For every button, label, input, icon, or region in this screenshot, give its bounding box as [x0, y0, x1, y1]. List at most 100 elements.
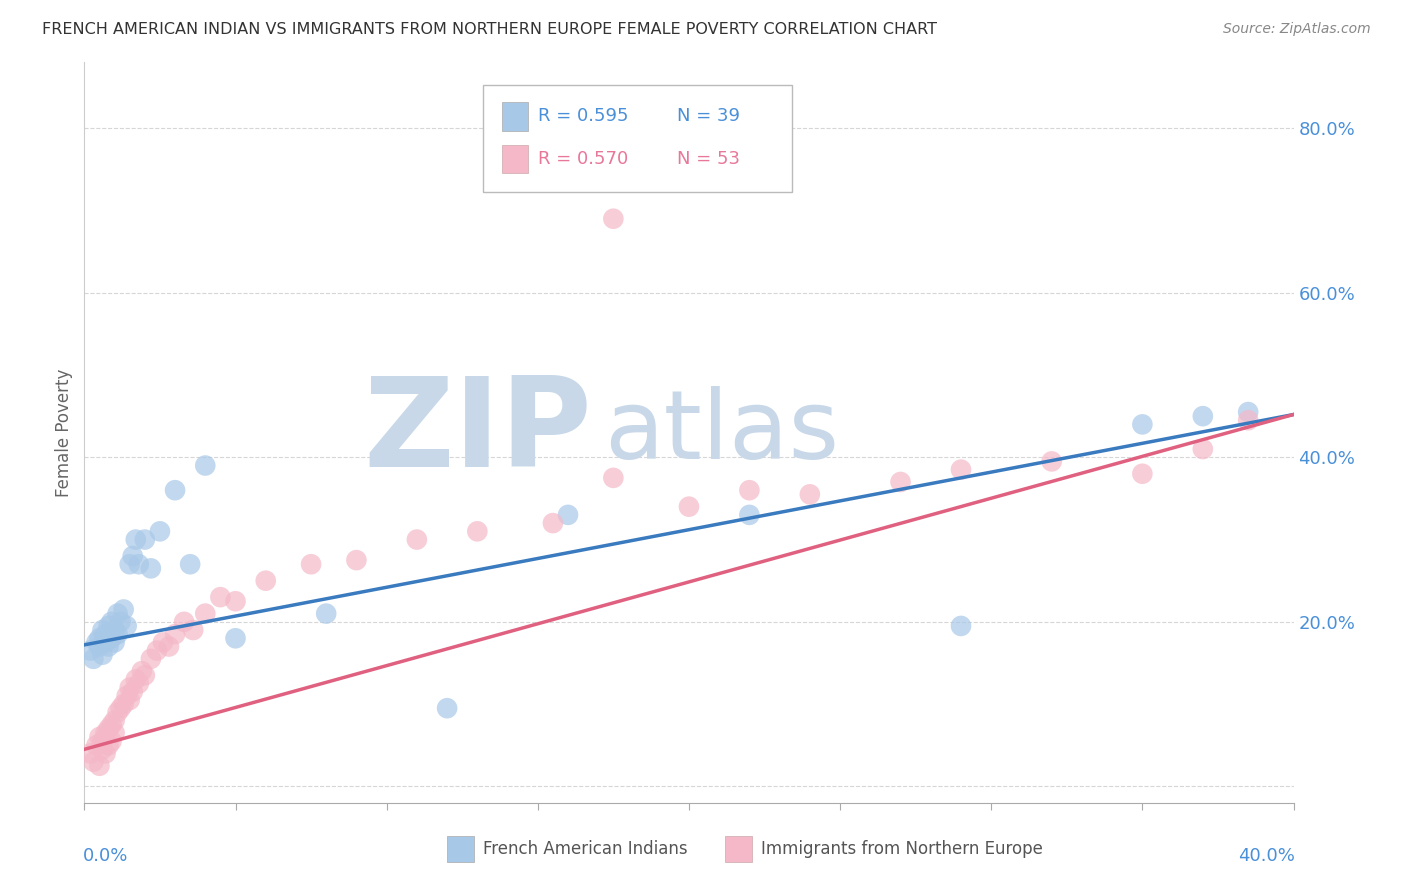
Point: [115, 689, 138, 703]
Point: [110, 701, 132, 715]
Point: [1040, 454, 1063, 468]
Point: [97, 722, 120, 736]
Point: [602, 211, 624, 226]
Point: [225, 594, 247, 608]
Point: [115, 619, 138, 633]
Point: [125, 673, 148, 687]
Point: [346, 553, 368, 567]
Point: [97, 619, 120, 633]
Point: [104, 623, 127, 637]
Point: [82, 652, 104, 666]
Point: [1237, 405, 1260, 419]
Text: atlas: atlas: [605, 386, 839, 479]
Point: [128, 676, 150, 690]
Point: [131, 664, 153, 678]
Point: [112, 697, 135, 711]
Point: [104, 726, 127, 740]
Point: [100, 615, 122, 629]
Text: 0.0%: 0.0%: [83, 847, 128, 865]
Point: [100, 717, 122, 731]
Point: [149, 524, 172, 539]
Point: [209, 590, 232, 604]
Point: [97, 738, 120, 752]
Point: [94, 726, 117, 740]
Text: French American Indians: French American Indians: [484, 839, 688, 858]
Bar: [725, 836, 752, 862]
Point: [100, 632, 122, 646]
Point: [1192, 409, 1215, 424]
Point: [1192, 442, 1215, 456]
Point: [194, 458, 217, 473]
Point: [91, 734, 114, 748]
Point: [950, 462, 973, 476]
Bar: [502, 103, 529, 130]
Point: [100, 734, 122, 748]
Point: [94, 635, 117, 649]
Point: [406, 533, 429, 547]
Point: [82, 755, 104, 769]
Point: [89, 730, 111, 744]
Point: [89, 632, 111, 646]
Point: [602, 471, 624, 485]
Point: [107, 706, 129, 720]
Point: [94, 747, 117, 761]
Point: [146, 643, 169, 657]
Point: [118, 681, 141, 695]
Text: R = 0.570: R = 0.570: [538, 150, 628, 168]
Point: [436, 701, 458, 715]
Point: [254, 574, 277, 588]
Point: [181, 623, 204, 637]
Point: [134, 668, 156, 682]
Point: [128, 558, 150, 572]
Point: [194, 607, 217, 621]
Text: ZIP: ZIP: [364, 372, 592, 493]
Point: [139, 561, 162, 575]
Text: FRENCH AMERICAN INDIAN VS IMMIGRANTS FROM NORTHERN EUROPE FEMALE POVERTY CORRELA: FRENCH AMERICAN INDIAN VS IMMIGRANTS FRO…: [42, 22, 938, 37]
Point: [738, 508, 761, 522]
Point: [121, 685, 143, 699]
Point: [121, 549, 143, 563]
Point: [1237, 413, 1260, 427]
Point: [152, 635, 174, 649]
Point: [97, 640, 120, 654]
Point: [107, 607, 129, 621]
Text: N = 39: N = 39: [676, 108, 740, 126]
Point: [134, 533, 156, 547]
Point: [1130, 467, 1153, 481]
Point: [139, 652, 162, 666]
Point: [467, 524, 489, 539]
Point: [1130, 417, 1153, 432]
Point: [173, 615, 195, 629]
Point: [165, 627, 187, 641]
Bar: [447, 836, 474, 862]
Point: [557, 508, 579, 522]
Text: Source: ZipAtlas.com: Source: ZipAtlas.com: [1223, 22, 1371, 37]
Y-axis label: Female Poverty: Female Poverty: [55, 368, 73, 497]
Point: [91, 742, 114, 756]
Point: [118, 558, 141, 572]
Point: [91, 648, 114, 662]
Point: [107, 627, 129, 641]
Text: R = 0.595: R = 0.595: [538, 108, 628, 126]
Point: [79, 643, 101, 657]
Point: [678, 500, 700, 514]
Point: [541, 516, 564, 530]
Point: [738, 483, 761, 498]
Point: [125, 533, 148, 547]
Point: [799, 487, 821, 501]
Text: Immigrants from Northern Europe: Immigrants from Northern Europe: [762, 839, 1043, 858]
Point: [950, 619, 973, 633]
Point: [104, 635, 127, 649]
Text: N = 53: N = 53: [676, 150, 740, 168]
Point: [165, 483, 187, 498]
Point: [179, 558, 201, 572]
Point: [157, 640, 180, 654]
Point: [104, 714, 127, 728]
Point: [315, 607, 337, 621]
Point: [299, 558, 322, 572]
Point: [110, 615, 132, 629]
Point: [89, 640, 111, 654]
Text: 40.0%: 40.0%: [1237, 847, 1295, 865]
Point: [890, 475, 912, 489]
Point: [112, 602, 135, 616]
